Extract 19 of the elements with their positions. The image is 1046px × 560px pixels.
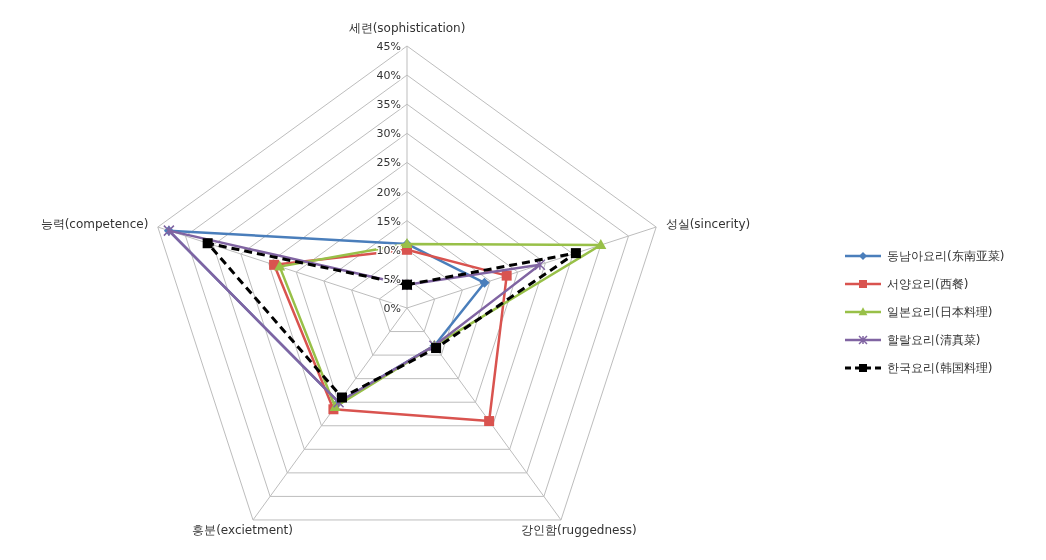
spoke-label: 흥분(excietment) (192, 522, 293, 537)
spoke-label: 성실(sincerity) (665, 216, 751, 231)
y-tick-label: 35% (376, 98, 401, 112)
y-tick-label: 0% (383, 302, 401, 315)
legend-label: 서양요리(西餐) (887, 277, 969, 291)
y-tick-label: 45% (376, 40, 401, 53)
legend-label: 일본요리(日本料理) (887, 305, 993, 319)
y-tick-label: 25% (376, 156, 401, 170)
spoke-label: 능력(competence) (40, 216, 149, 231)
y-tick-label: 30% (376, 127, 401, 141)
y-tick-label: 20% (376, 185, 401, 199)
legend-label: 동남아요리(东南亚菜) (887, 249, 1005, 263)
spoke-label: 강인함(ruggedness) (521, 522, 637, 537)
legend-label: 할랄요리(清真菜) (887, 333, 981, 347)
legend-label: 한국요리(韩国料理) (887, 361, 993, 375)
y-tick-label: 10% (376, 243, 401, 257)
y-tick-label: 15% (376, 214, 401, 228)
spoke-label: 세련(sophistication) (348, 21, 466, 35)
y-tick-label: 40% (376, 69, 401, 83)
